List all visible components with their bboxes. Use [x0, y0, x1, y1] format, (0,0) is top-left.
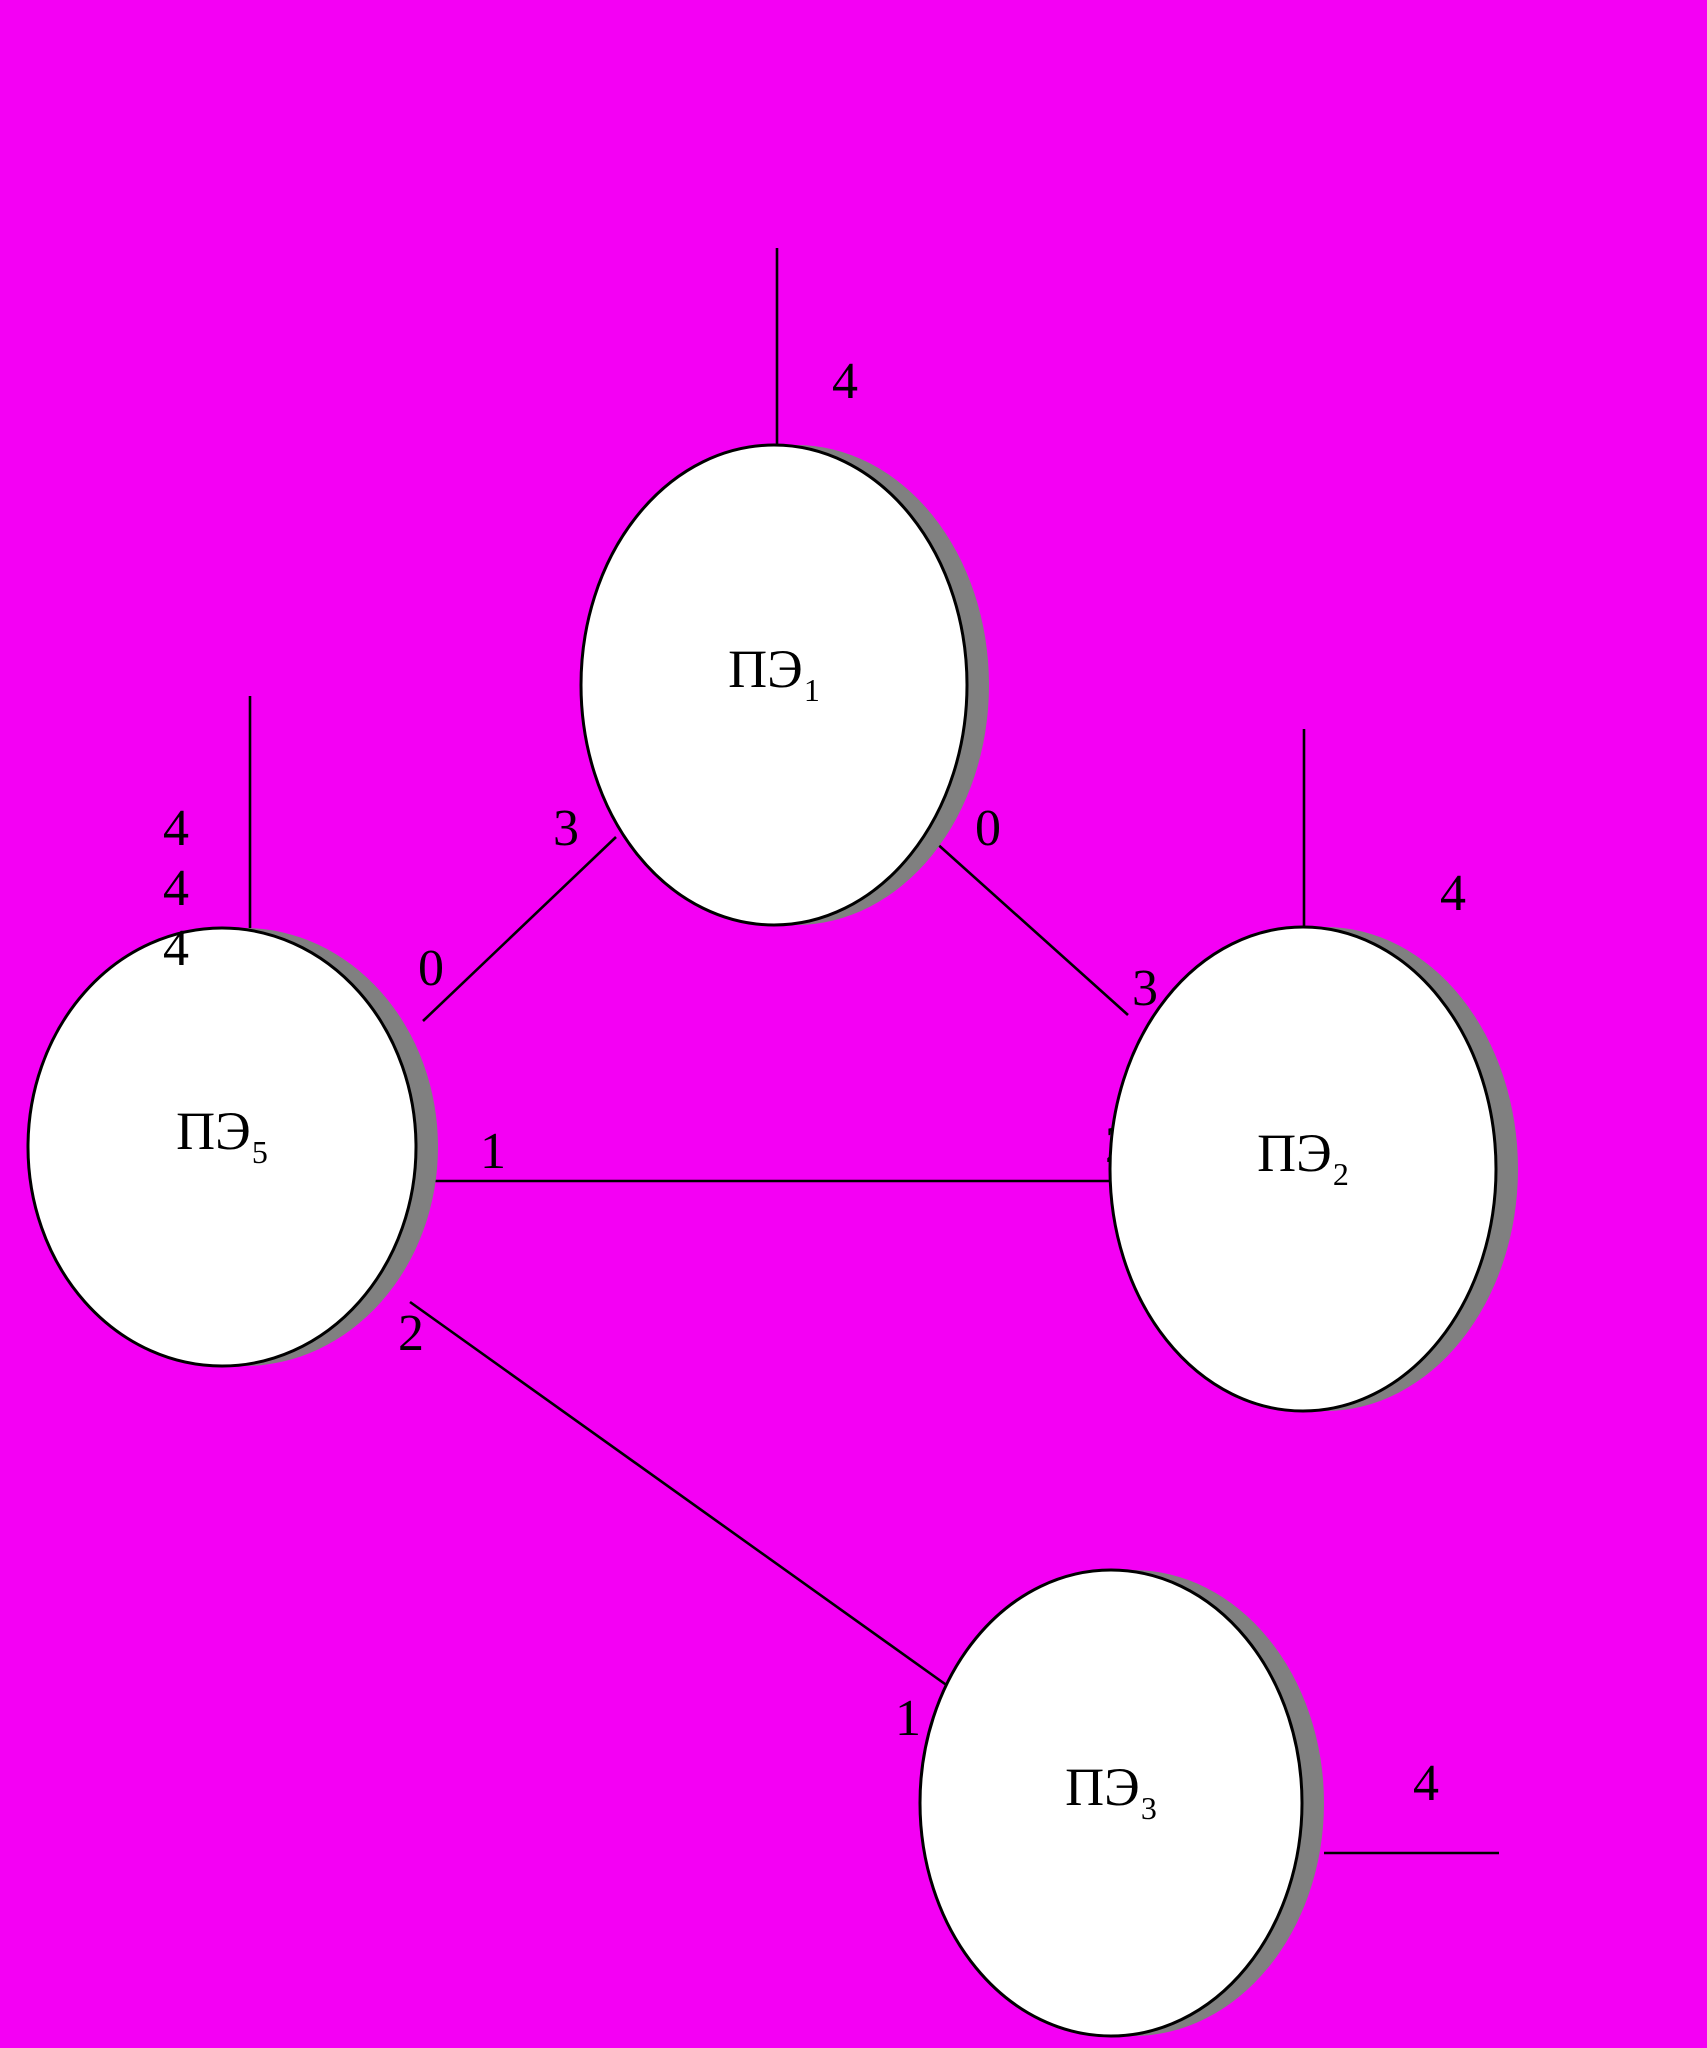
svg-text:4: 4 [163, 860, 189, 917]
svg-text:0: 0 [975, 800, 1001, 857]
svg-text:2: 2 [398, 1305, 424, 1362]
svg-text:4: 4 [1413, 1755, 1439, 1812]
svg-text:4: 4 [163, 920, 189, 977]
svg-text:4: 4 [163, 800, 189, 857]
svg-text:1: 1 [895, 1690, 921, 1747]
svg-text:0: 0 [418, 940, 444, 997]
svg-text:3: 3 [1132, 960, 1158, 1017]
svg-text:1: 1 [480, 1123, 506, 1180]
svg-text:4: 4 [832, 353, 858, 410]
svg-text:4: 4 [1440, 865, 1466, 922]
svg-text:3: 3 [553, 800, 579, 857]
